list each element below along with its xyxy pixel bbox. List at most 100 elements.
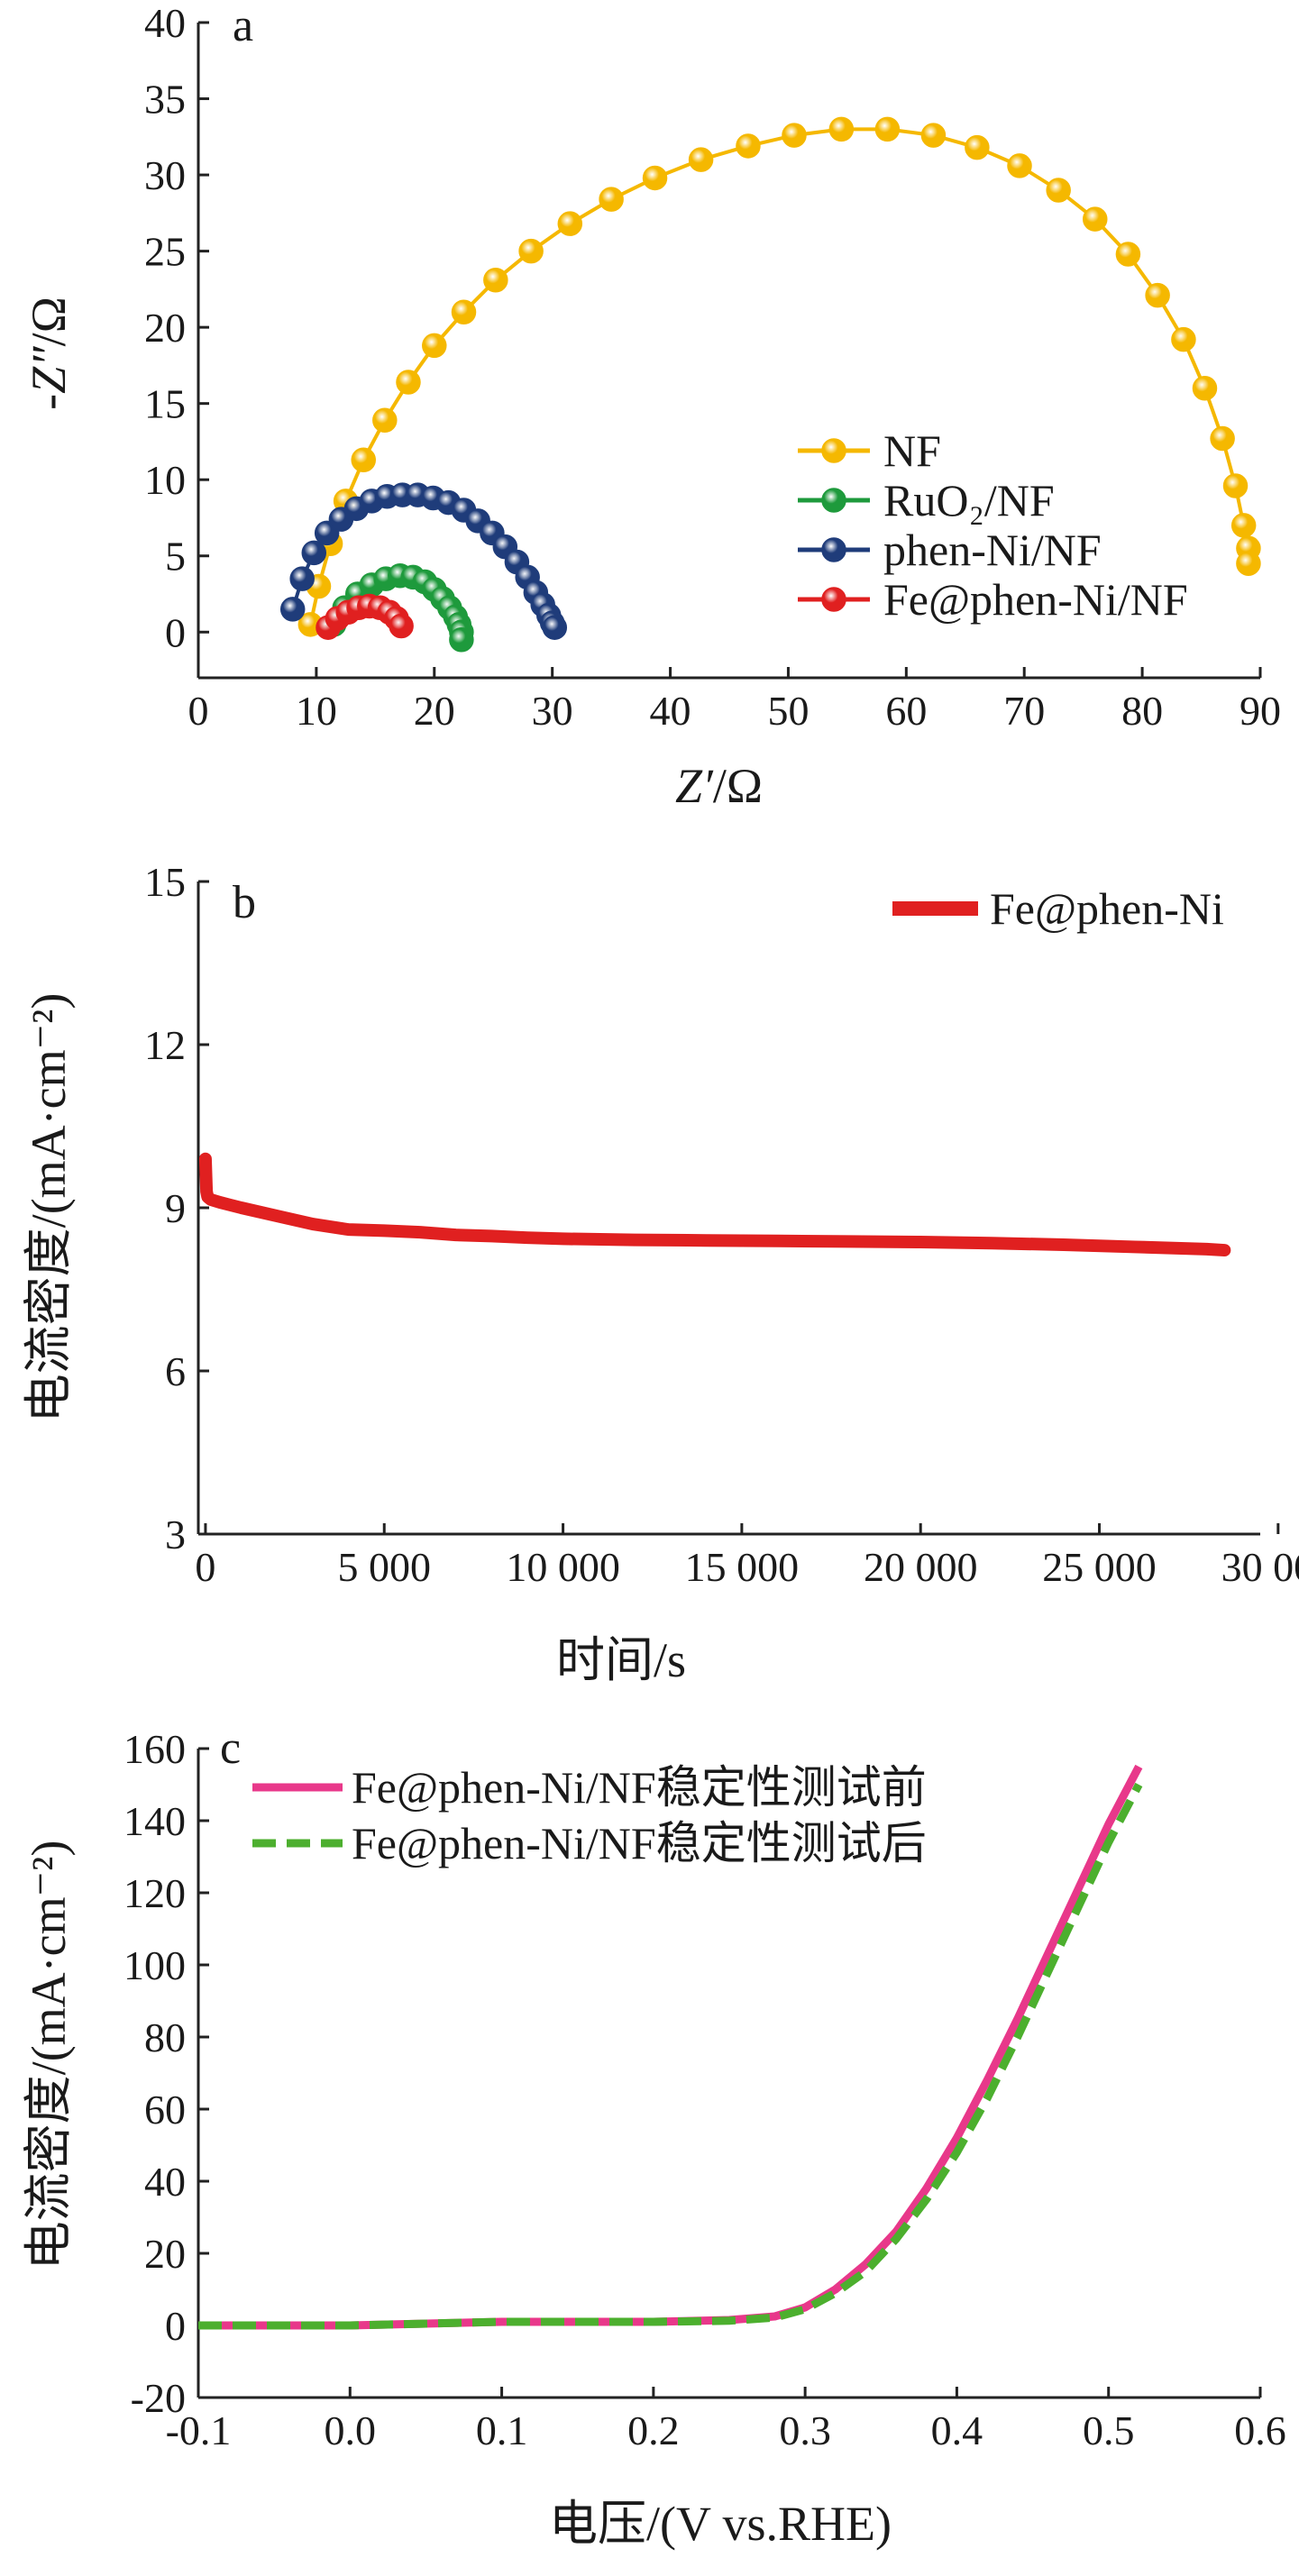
x-tick-label: 60 [885, 688, 927, 734]
legend-item: RuO₂/NF [798, 475, 1055, 525]
data-point [389, 613, 414, 639]
data-point [1222, 473, 1249, 498]
legend-label: RuO₂/NF [883, 475, 1055, 525]
panel-letter: a [233, 0, 253, 51]
data-point [301, 540, 327, 566]
panel-letter: b [233, 877, 256, 928]
data-point [1145, 282, 1170, 308]
series-phen-Ni/NF [279, 482, 568, 640]
x-tick-label: 30 [532, 688, 573, 734]
legend-item: NF [798, 425, 941, 476]
data-point [1210, 425, 1235, 452]
data-point [279, 597, 306, 622]
y-tick-label: 20 [144, 305, 186, 351]
y-tick-label: 120 [123, 1870, 186, 1916]
y-tick-label: 160 [123, 1726, 186, 1772]
legend-item: Fe@phen-Ni/NF稳定性测试后 [252, 1818, 927, 1868]
x-tick-label: 25 000 [1042, 1544, 1157, 1590]
legend-marker [821, 537, 846, 562]
data-point [1171, 326, 1196, 352]
x-tick-label: 90 [1240, 688, 1281, 734]
x-axis-label: Z′/Ω [675, 759, 763, 813]
x-tick-label: 50 [767, 688, 809, 734]
y-tick-label: 3 [165, 1512, 186, 1557]
data-point [828, 116, 855, 142]
legend-label: Fe@phen-Ni/NF [883, 574, 1188, 625]
x-tick-label: 0.0 [325, 2407, 377, 2453]
x-tick-label: 0.6 [1234, 2407, 1286, 2453]
data-point [874, 116, 901, 142]
y-axis-label: 电流密度/(mA·cm⁻²) [22, 1841, 76, 2270]
x-tick-label: 70 [1003, 688, 1045, 734]
series-NF [297, 116, 1261, 637]
y-axis-label: 电流密度/(mA·cm⁻²) [22, 993, 76, 1423]
x-tick-label: 0 [188, 688, 209, 734]
y-tick-label: 140 [123, 1798, 186, 1844]
panel-a-nyquist-plot: 0 10 20 30 40 50 60 70 80 90 0 5 10 15 20 25 30 35 40 a Z′/Ω… [22, 0, 1281, 813]
legend-label: NF [883, 425, 941, 476]
legend-item: Fe@phen-Ni/NF [798, 574, 1188, 625]
x-tick-label: 20 000 [864, 1544, 978, 1590]
x-tick-label: 0 [195, 1544, 215, 1590]
y-tick-label: 60 [144, 2087, 186, 2133]
data-point [1192, 376, 1218, 401]
y-tick-label: -20 [131, 2375, 186, 2421]
data-point [542, 615, 568, 640]
x-tick-label: 0.5 [1083, 2407, 1135, 2453]
series-Fe@phen-Ni/NF [316, 593, 414, 640]
legend-marker [821, 438, 846, 463]
x-tick-label: -0.1 [166, 2407, 232, 2453]
y-tick-label: 35 [144, 77, 186, 123]
data-point [736, 133, 761, 159]
y-tick-label: 30 [144, 152, 186, 198]
legend-marker [821, 488, 846, 513]
y-tick-label: 40 [144, 0, 186, 46]
series-line-Fe@phen-Ni [198, 1152, 1231, 1257]
data-point [449, 626, 474, 653]
legend-label: phen-Ni/NF [883, 525, 1102, 575]
data-point [688, 147, 714, 172]
y-tick-label: 5 [165, 534, 186, 580]
x-tick-label: 15 000 [685, 1544, 800, 1590]
data-point [289, 566, 315, 591]
data-point [599, 187, 624, 212]
data-point [1046, 178, 1071, 203]
legend-item: phen-Ni/NF [798, 525, 1102, 575]
data-point [642, 165, 668, 191]
y-tick-label: 25 [144, 229, 186, 275]
data-point [557, 211, 583, 236]
x-tick-label: 0.1 [476, 2407, 528, 2453]
data-point [351, 447, 376, 472]
data-point [1230, 513, 1257, 538]
panel-c-polarization-plot: -0.1 0.0 0.1 0.2 0.3 0.4 0.5 0.6 -20 0 20 40 60 80 100… [22, 1722, 1286, 2551]
data-point [483, 267, 508, 293]
x-tick-label: 0.3 [779, 2407, 831, 2453]
data-point [451, 299, 477, 324]
data-point [422, 333, 447, 359]
data-point [1083, 206, 1108, 232]
series-line-Fe@phen-Ni/NF稳定性测试后 [198, 1782, 1143, 2330]
y-tick-label: 40 [144, 2159, 186, 2205]
data-point [1236, 551, 1261, 576]
x-tick-label: 10 000 [506, 1544, 620, 1590]
y-tick-label: 0 [165, 2303, 186, 2349]
y-tick-label: 0 [165, 609, 186, 655]
series-line [308, 127, 1250, 626]
y-axis-label: -Z″/Ω [22, 297, 76, 410]
y-tick-label: 20 [144, 2231, 186, 2277]
y-tick-label: 80 [144, 2014, 186, 2060]
y-tick-label: 10 [144, 457, 186, 503]
y-tick-label: 100 [123, 1942, 186, 1988]
data-point [518, 238, 544, 264]
data-point [1007, 153, 1032, 178]
y-tick-label: 15 [144, 859, 186, 905]
x-tick-label: 0.2 [627, 2407, 680, 2453]
legend-marker [821, 587, 846, 612]
legend-label: Fe@phen-Ni/NF稳定性测试前 [352, 1762, 927, 1813]
data-point [965, 134, 990, 160]
data-point [396, 370, 421, 395]
x-tick-label: 5 000 [337, 1544, 431, 1590]
